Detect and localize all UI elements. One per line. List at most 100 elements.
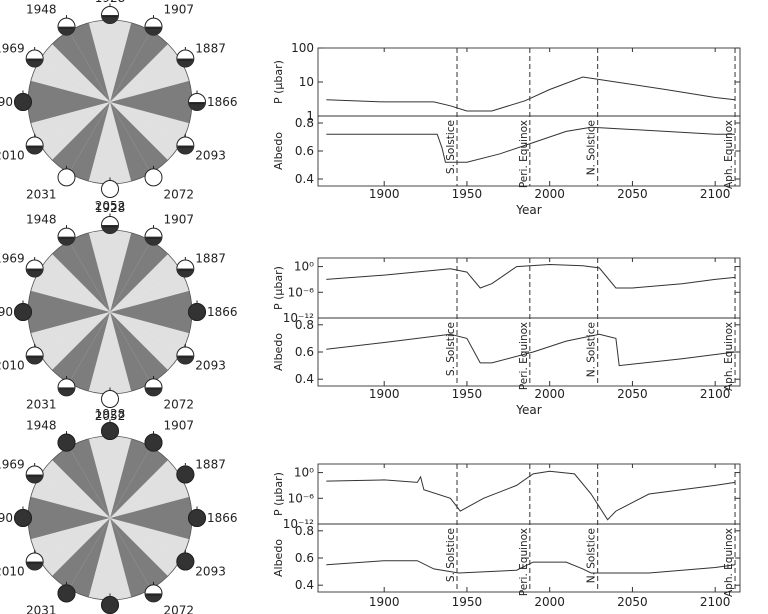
wheel-sector — [110, 312, 168, 383]
wheel-marker: 1907 — [144, 213, 194, 246]
wheel-sector — [52, 447, 110, 518]
wheel-year-label: 2052 — [95, 199, 126, 213]
albedo-y-label: Albedo — [272, 539, 285, 577]
marker-dark-fill — [14, 509, 32, 527]
x-axis-label: Year — [515, 203, 541, 217]
wheel-sector — [110, 232, 151, 312]
x-tick-label: 2000 — [534, 387, 565, 401]
wheel-year-label: 1866 — [207, 511, 238, 525]
albedo-y-tick-label: 0.4 — [295, 578, 314, 592]
marker-dark-fill — [188, 509, 206, 527]
wheel-sector — [52, 241, 110, 312]
albedo-line — [326, 126, 735, 163]
wheel-year-label: 2031 — [26, 603, 57, 614]
event-label: Peri. Equinox — [518, 322, 530, 390]
wheel-sector — [110, 438, 151, 518]
x-tick-label: 1950 — [452, 387, 483, 401]
pressure-y-tick-label: 10⁻⁶ — [288, 491, 315, 505]
albedo-line — [326, 560, 736, 574]
wheel-year-label: 1866 — [207, 305, 238, 319]
wheel-year-label: 1887 — [195, 42, 226, 56]
wheel-sector — [110, 80, 192, 102]
pressure-y-tick-label: 10⁰ — [294, 260, 314, 274]
wheel-year-label: 2072 — [164, 397, 195, 411]
wheel-sector — [30, 61, 110, 102]
wheel-year-label: 1907 — [164, 3, 195, 17]
wheel-sector — [110, 312, 192, 334]
albedo-y-tick-label: 0.8 — [295, 318, 314, 332]
wheel-sector — [110, 518, 181, 576]
event-label: Peri. Equinox — [518, 120, 530, 188]
wheel-marker: 1866 — [188, 90, 238, 111]
wheel-sector — [88, 20, 110, 102]
event-label: S. Solstice — [445, 528, 457, 582]
pressure-y-label: P (μbar) — [272, 472, 285, 516]
x-tick-label: 1950 — [452, 187, 483, 201]
wheel-year-label: 2031 — [26, 187, 57, 201]
wheel-marker: 1887 — [176, 458, 226, 484]
wheel-sector — [110, 447, 168, 518]
wheel-marker: 2010 — [0, 134, 44, 163]
wheel-year-label: 1948 — [26, 3, 57, 17]
event-label: Aph. Equinox — [723, 528, 735, 597]
wheel-sector — [39, 44, 110, 102]
wheel-year-label: 1887 — [195, 252, 226, 266]
wheel-marker: 1948 — [26, 3, 76, 36]
albedo-line — [326, 333, 736, 367]
wheel-year-label: 1969 — [0, 42, 25, 56]
wheel-sector — [110, 518, 151, 598]
event-label: N. Solstice — [586, 120, 598, 175]
wheel-year-label: 2093 — [195, 359, 226, 373]
pressure-y-label: P (μbar) — [272, 266, 285, 310]
wheel-year-label: 1907 — [164, 419, 195, 433]
wheel-sector — [52, 312, 110, 383]
wheel-sector — [110, 22, 151, 102]
wheel-sector — [110, 518, 190, 559]
wheel-marker: 1928 — [95, 407, 125, 440]
pressure-y-tick-label: 100 — [291, 41, 314, 55]
event-label: S. Solstice — [445, 322, 457, 376]
marker-dark-fill — [101, 596, 119, 614]
x-tick-label: 2050 — [617, 387, 648, 401]
x-axis-label: Year — [515, 403, 541, 417]
wheel-sector — [110, 61, 190, 102]
wheel-sector — [28, 496, 110, 518]
wheel-sector — [52, 102, 110, 173]
pressure-y-tick-label: 1 — [306, 109, 314, 123]
wheel-marker: 2010 — [0, 344, 44, 373]
wheel-sector — [110, 312, 132, 394]
wheel-marker: 1969 — [0, 42, 44, 68]
wheel-year-label: 2072 — [164, 603, 195, 614]
wheel-sector — [69, 312, 110, 392]
wheel-sector — [110, 290, 192, 312]
wheel-marker: 1928 — [95, 201, 125, 234]
wheel-sector — [28, 518, 110, 540]
wheel-year-label: 1887 — [195, 458, 226, 472]
pressure-y-tick-label: 10⁰ — [294, 466, 314, 480]
wheel-year-label: 1990 — [0, 305, 13, 319]
wheel-year-label: 1990 — [0, 511, 13, 525]
wheel-sector — [88, 230, 110, 312]
albedo-panel: 0.4 0.6 0.8 Albedo 1900 1950 2000 2050 2100 Year — [272, 317, 741, 417]
wheel-sector — [110, 102, 181, 160]
season-wheel: 1866 1887 1907 1928 1948 1969 1990 2010 2031 2052… — [0, 201, 238, 423]
wheel-sector — [110, 312, 181, 370]
wheel-sector — [110, 102, 190, 143]
wheel-sector — [110, 20, 132, 102]
pressure-line — [326, 470, 736, 521]
wheel-sector — [39, 102, 110, 160]
x-tick-label: 1900 — [369, 187, 400, 201]
wheel-sector — [110, 518, 132, 600]
wheel-year-label: 2010 — [0, 565, 25, 579]
wheel-year-label: 1990 — [0, 95, 13, 109]
x-tick-label: 2050 — [617, 595, 648, 609]
wheel-sector — [39, 312, 110, 370]
pressure-y-label: P (μbar) — [272, 60, 285, 104]
pressure-panel: 1 10 100 P (μbar) — [272, 41, 741, 123]
marker-dark-fill — [188, 303, 206, 321]
wheel-sector — [28, 312, 110, 334]
wheel-marker: 2093 — [176, 550, 226, 579]
marker-body — [57, 168, 76, 187]
pressure-y-tick-label: 10 — [299, 75, 314, 89]
